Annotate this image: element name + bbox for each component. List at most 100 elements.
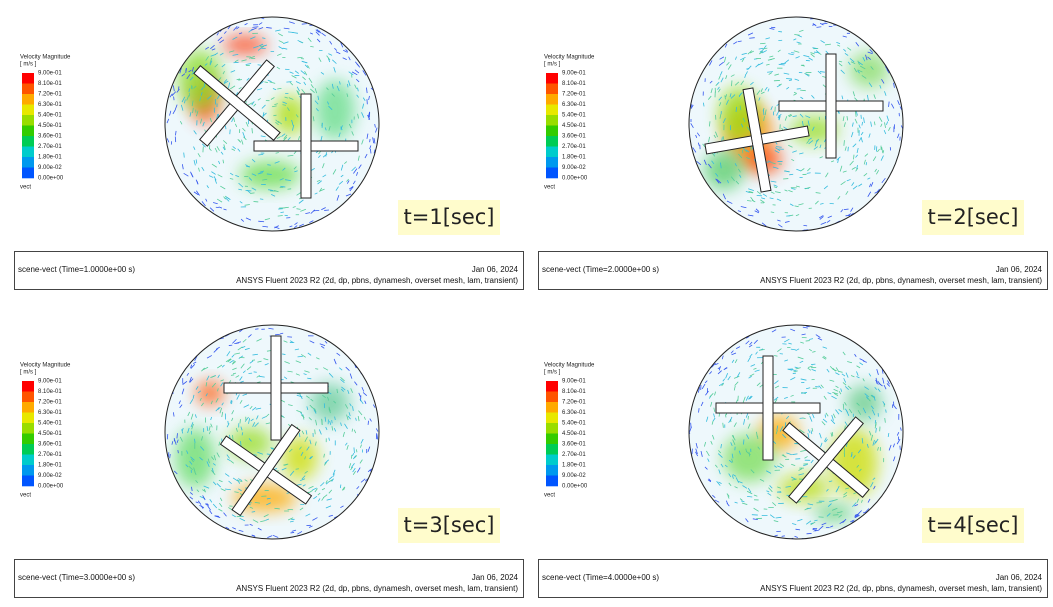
- velocity-vector: [241, 59, 247, 62]
- velocity-vector: [708, 136, 710, 143]
- velocity-vector: [294, 348, 300, 351]
- velocity-vector: [245, 63, 252, 65]
- velocity-vector: [274, 161, 280, 164]
- velocity-vector: [869, 49, 874, 53]
- velocity-vector: [836, 485, 840, 492]
- velocity-vector: [264, 218, 271, 221]
- velocity-vector: [292, 31, 299, 34]
- velocity-vector: [351, 71, 358, 76]
- velocity-vector: [787, 113, 792, 117]
- time-label: t=4[sec]: [928, 513, 1019, 537]
- velocity-vector: [791, 523, 797, 525]
- velocity-vector: [282, 47, 288, 50]
- velocity-vector: [296, 90, 300, 96]
- velocity-vector: [249, 405, 253, 410]
- velocity-vector: [900, 427, 902, 431]
- velocity-vector: [327, 101, 330, 105]
- colorbar-segment: [546, 167, 558, 179]
- colorbar-label: 3.60e-01: [38, 134, 62, 140]
- velocity-vector: [232, 36, 238, 40]
- velocity-vector: [827, 392, 832, 395]
- velocity-vector: [212, 463, 216, 466]
- velocity-vector: [892, 404, 897, 410]
- velocity-vector: [746, 451, 751, 456]
- velocity-vector: [799, 360, 804, 364]
- velocity-vector: [740, 80, 745, 86]
- velocity-vector: [836, 156, 841, 161]
- colorbar-segment: [22, 454, 34, 466]
- velocity-vector: [841, 373, 846, 377]
- velocity-vector: [315, 368, 319, 370]
- velocity-vector: [277, 87, 282, 90]
- velocity-vector: [230, 374, 235, 376]
- velocity-vector: [287, 154, 294, 157]
- velocity-vector: [773, 186, 778, 189]
- velocity-vector: [864, 393, 869, 398]
- velocity-vector: [862, 511, 867, 514]
- velocity-vector: [746, 434, 750, 439]
- velocity-vector: [216, 32, 220, 36]
- velocity-vector: [887, 433, 890, 438]
- legend-footer: vect: [544, 493, 555, 499]
- velocity-vector: [309, 456, 312, 460]
- velocity-vector: [259, 45, 265, 48]
- velocity-vector: [799, 429, 805, 434]
- velocity-vector: [824, 439, 828, 443]
- velocity-vector: [202, 495, 206, 501]
- velocity-vector: [725, 373, 729, 379]
- legend-unit: [ m/s ]: [20, 370, 37, 376]
- velocity-vector: [181, 388, 185, 395]
- velocity-vector: [184, 99, 186, 104]
- velocity-vector: [826, 368, 830, 373]
- velocity-vector: [859, 358, 865, 362]
- colorbar-label: 8.10e-01: [38, 389, 62, 395]
- velocity-vector: [333, 400, 337, 404]
- velocity-vector: [192, 361, 197, 364]
- velocity-vector: [360, 444, 362, 448]
- velocity-vector: [803, 55, 810, 58]
- velocity-vector: [304, 456, 306, 460]
- velocity-vector: [356, 171, 359, 176]
- velocity-vector: [730, 350, 734, 354]
- velocity-vector: [215, 346, 220, 350]
- velocity-vector: [261, 104, 266, 109]
- velocity-vector: [314, 441, 317, 446]
- velocity-vector: [243, 404, 250, 408]
- velocity-vector: [321, 32, 326, 37]
- velocity-vector: [737, 210, 742, 213]
- velocity-vector: [718, 96, 722, 101]
- velocity-vector: [239, 399, 243, 404]
- velocity-vector: [297, 39, 303, 44]
- velocity-vector: [778, 83, 782, 86]
- velocity-vector: [731, 352, 737, 356]
- velocity-vector: [812, 23, 817, 27]
- velocity-vector: [873, 485, 876, 490]
- velocity-vector: [277, 33, 283, 37]
- velocity-vector: [818, 525, 824, 531]
- velocity-vector: [801, 392, 807, 394]
- velocity-vector: [864, 386, 869, 390]
- velocity-vector: [863, 360, 867, 363]
- velocity-vector: [318, 57, 322, 63]
- velocity-vector: [851, 166, 856, 170]
- colorbar-label: 4.50e-01: [38, 123, 62, 129]
- velocity-vector: [291, 75, 297, 79]
- velocity-vector: [830, 432, 833, 437]
- colorbar-segment: [546, 423, 558, 434]
- velocity-vector: [696, 132, 701, 137]
- velocity-vector: [773, 396, 779, 401]
- velocity-vector: [193, 85, 197, 89]
- colorbar-segment: [546, 125, 558, 137]
- colorbar-segment: [22, 433, 34, 445]
- velocity-vector: [883, 384, 887, 390]
- velocity-vector: [171, 91, 177, 96]
- velocity-vector: [778, 63, 785, 66]
- velocity-vector: [283, 41, 289, 45]
- velocity-vector: [770, 191, 775, 194]
- footer-solver: ANSYS Fluent 2023 R2 (2d, dp, pbns, dyna…: [236, 276, 518, 285]
- velocity-vector: [338, 180, 344, 185]
- velocity-vector: [209, 207, 215, 212]
- velocity-vector: [317, 492, 321, 496]
- velocity-vector: [344, 442, 348, 446]
- velocity-vector: [275, 152, 279, 154]
